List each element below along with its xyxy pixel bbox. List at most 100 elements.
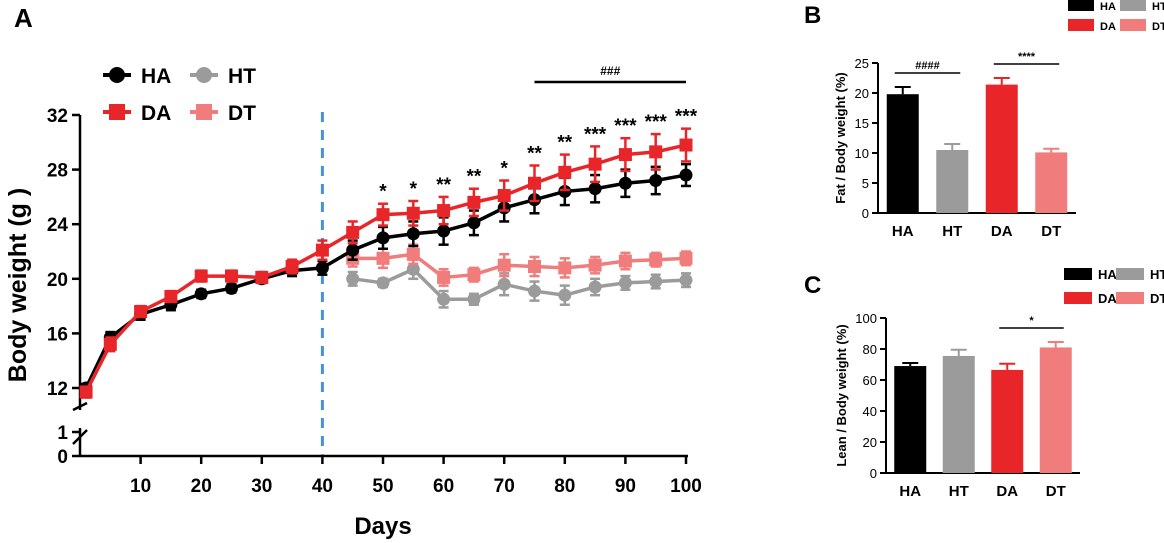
data-point-ht (376, 276, 390, 290)
bracket-label: #### (915, 60, 939, 72)
y-tick-label: 24 (47, 215, 69, 236)
legend-swatch (1116, 292, 1144, 304)
legend-label: HT (1150, 267, 1164, 282)
bar-ht (942, 355, 975, 473)
y-tick-label: 80 (863, 342, 877, 357)
data-point-ha (437, 224, 451, 238)
y-tick-label: 100 (855, 311, 877, 326)
bar-dt (1035, 152, 1068, 213)
data-point-ha (618, 176, 632, 190)
y-tick-label: 0 (57, 447, 68, 468)
data-point-dt (588, 258, 602, 272)
data-point-da (376, 208, 390, 222)
legend-swatch (1116, 268, 1144, 280)
data-point-dt (649, 253, 663, 267)
legend-marker (196, 67, 212, 83)
data-point-da (194, 269, 208, 283)
bar-da (991, 369, 1024, 473)
legend-marker (196, 104, 212, 120)
data-point-dt (679, 251, 693, 265)
legend-label: HA (141, 65, 171, 88)
axis-break-mark (72, 429, 88, 445)
data-point-ha (649, 174, 663, 188)
x-axis-title: Days (354, 513, 411, 540)
legend-item-ht: HT (1116, 267, 1164, 282)
data-point-ht (588, 280, 602, 294)
x-tick-label: 100 (670, 476, 702, 497)
y-tick-label: 20 (47, 270, 68, 291)
y-tick-label: 16 (47, 324, 68, 345)
legend-swatch (1068, 0, 1094, 11)
y-tick-label: 20 (863, 435, 877, 450)
data-point-ht (649, 275, 663, 289)
data-point-da (467, 195, 481, 209)
y-tick-label: 25 (855, 56, 869, 71)
legend-item-dt: DT (190, 102, 256, 125)
series-line-ht (352, 267, 687, 302)
x-tick-label: HA (892, 223, 914, 240)
legend-swatch (1064, 268, 1092, 280)
significance-stars: *** (675, 107, 698, 128)
data-point-da (346, 225, 360, 239)
data-point-ha (194, 287, 208, 301)
legend-swatch (1120, 19, 1146, 31)
legend-marker (109, 104, 125, 120)
x-tick-label: HA (899, 483, 921, 500)
legend-label: HA (1098, 267, 1117, 282)
legend-label: DA (1100, 21, 1116, 33)
panel-b: B 0 5 10 15 20 25 Fat / Body weight (%) HA HT DA DT… (804, 0, 1164, 240)
bar-ha (886, 94, 919, 213)
data-point-da (679, 138, 693, 152)
axis-break-mark (72, 401, 88, 412)
data-point-ht (346, 272, 360, 286)
series-da (79, 127, 693, 399)
significance-stars: * (379, 182, 387, 203)
data-point-da (497, 189, 511, 203)
legend-label: DT (1152, 21, 1164, 33)
panel-label-c: C (804, 272, 821, 299)
bracket-label: * (1029, 315, 1034, 327)
data-point-da (103, 337, 117, 351)
data-point-dt (406, 247, 420, 261)
significance-stars: ** (467, 167, 482, 188)
y-axis-title: Body weight (g ) (4, 188, 32, 382)
x-tick-label: HT (942, 223, 962, 240)
panel-label-a: A (14, 3, 33, 33)
x-tick-label: 80 (554, 476, 575, 497)
x-tick-label: 20 (191, 476, 212, 497)
data-point-ha (376, 231, 390, 245)
data-point-dt (376, 251, 390, 265)
significance-stars: ** (436, 175, 451, 196)
y-tick-label: 60 (863, 373, 877, 388)
x-tick-label: 50 (372, 476, 393, 497)
panel-label-b: B (804, 2, 821, 29)
y-tick-label: 0 (862, 206, 869, 221)
data-point-ht (467, 292, 481, 306)
series-ht (346, 258, 693, 309)
significance-stars: * (500, 159, 508, 180)
data-point-dt (528, 260, 541, 274)
data-point-da (164, 290, 178, 304)
legend-item-da: DA (1068, 19, 1116, 33)
y-tick-label: 1 (57, 423, 68, 444)
data-point-da (79, 385, 93, 399)
y-tick-label: 40 (863, 404, 877, 419)
significance-stars: *** (584, 124, 607, 145)
data-point-da (225, 269, 238, 283)
legend-label: DA (141, 102, 171, 125)
x-tick-label: DT (1046, 483, 1066, 500)
y-tick-label: 5 (862, 176, 869, 191)
x-tick-label: DA (996, 483, 1018, 500)
y-tick-label: 20 (855, 86, 869, 101)
bracket-label: **** (1018, 51, 1036, 63)
significance-stars: * (410, 179, 418, 200)
legend-label: DT (1150, 291, 1164, 306)
legend-swatch (1120, 0, 1146, 11)
x-tick-label: 30 (251, 476, 272, 497)
y-tick-label: 28 (47, 161, 68, 182)
legend-item-ha: HA (1064, 267, 1117, 282)
legend-item-ht: HT (1120, 0, 1164, 13)
panel-a: A 12 16 20 24 28 32 0 1 10 20 30 40 50 60 70 80 90 100 Days… (4, 3, 702, 540)
data-point-da (437, 204, 451, 218)
data-point-ht (679, 273, 693, 287)
